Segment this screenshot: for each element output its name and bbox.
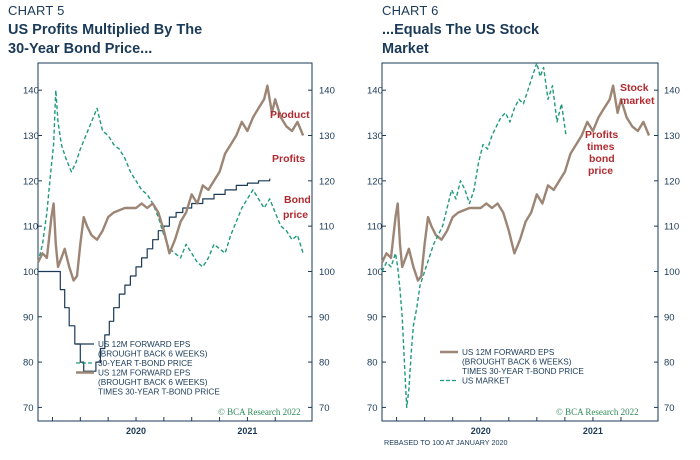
y-tick-label-left: 130	[23, 131, 39, 142]
y-tick-label-right: 120	[319, 176, 335, 187]
chart5-series	[36, 84, 305, 372]
y-tick-label-left: 120	[23, 176, 39, 187]
y-tick-label-right: 90	[319, 312, 330, 323]
legend-text-2: US 12M FORWARD EPS	[98, 369, 191, 378]
series-line-2	[36, 84, 305, 282]
legend-text-2: (BROUGHT BACK 6 WEEKS)	[98, 378, 208, 387]
annotation-stock: Stock	[620, 82, 649, 94]
chart6-copyright: © BCA Research 2022	[556, 407, 639, 417]
legend-text-0: US 12M FORWARD EPS	[462, 348, 555, 357]
y-tick-label-left: 70	[23, 403, 34, 414]
y-tick-label-left: 90	[23, 312, 34, 323]
chart5-plot: 70 70 80 80 90 90 100 100 110 110 120 120 130 130 140 1…	[23, 62, 335, 436]
chart5-label: CHART 5	[8, 3, 65, 18]
chart5-title-line1: US Profits Multiplied By The	[8, 22, 203, 38]
annotation-price: price	[283, 209, 308, 221]
chart6-footnote: REBASED TO 100 AT JANUARY 2020	[384, 438, 507, 447]
y-tick-label-right: 120	[664, 176, 680, 187]
y-tick-label-left: 90	[367, 312, 378, 323]
y-tick-label-left: 130	[367, 131, 383, 142]
x-tick-label: 2020	[126, 426, 146, 436]
y-tick-label-left: 100	[23, 267, 39, 278]
chart6-title-line2: Market	[382, 41, 429, 57]
series-line-0	[38, 178, 271, 372]
chart6-title: ...Equals The US Stock Market	[382, 21, 539, 59]
y-tick-label-right: 80	[319, 358, 330, 369]
y-tick-label-right: 140	[319, 86, 335, 97]
y-tick-label-left: 110	[367, 222, 382, 233]
legend-text-1: 30-YEAR T-BOND PRICE	[98, 359, 193, 368]
y-tick-label-left: 80	[23, 358, 34, 369]
y-tick-label-right: 130	[664, 131, 680, 142]
y-tick-label-right: 130	[319, 131, 335, 142]
annotation-product: Product	[270, 109, 310, 121]
y-tick-label-left: 70	[367, 403, 378, 414]
y-tick-label-right: 90	[664, 312, 675, 323]
legend-text-0: US 12M FORWARD EPS	[98, 340, 191, 349]
legend-text-1: US MARKET	[462, 377, 510, 386]
y-tick-label-right: 110	[664, 222, 679, 233]
y-tick-label-left: 120	[367, 176, 383, 187]
y-tick-label-left: 110	[23, 222, 38, 233]
y-tick-label-right: 80	[664, 358, 675, 369]
annotation-bond-2: bond	[589, 153, 615, 165]
annotation-market: market	[620, 95, 655, 107]
chart6-series	[380, 62, 651, 409]
x-tick-label: 2021	[237, 426, 257, 436]
series-line-0	[380, 84, 651, 282]
chart6-axis-ticks: 70 70 80 80 90 90 100 100 110 110 120 120 130 130 140 1…	[367, 86, 680, 436]
y-tick-label-left: 80	[367, 358, 378, 369]
chart5-title: US Profits Multiplied By The 30-Year Bon…	[8, 21, 202, 59]
legend-text-2: TIMES 30-YEAR T-BOND PRICE	[98, 388, 220, 397]
annotation-profits: Profits	[272, 153, 305, 165]
annotation-times: times	[587, 141, 615, 153]
annotation-price-2: price	[588, 165, 613, 177]
chart6-title-line1: ...Equals The US Stock	[382, 22, 540, 38]
chart6-annotations: Stock market Profits times bond price	[585, 82, 655, 177]
chart6-legend: US 12M FORWARD EPS(BROUGHT BACK 6 WEEKS)…	[440, 348, 584, 386]
chart5-axis-ticks: 70 70 80 80 90 90 100 100 110 110 120 120 130 130 140 1…	[23, 86, 335, 436]
chart6-plot: 70 70 80 80 90 90 100 100 110 110 120 120 130 130 140 1…	[367, 62, 680, 447]
y-tick-label-right: 70	[319, 403, 330, 414]
y-tick-label-left: 140	[23, 86, 39, 97]
x-tick-label: 2020	[471, 426, 491, 436]
annotation-bond: Bond	[284, 194, 311, 206]
y-tick-label-left: 100	[367, 267, 383, 278]
chart5-frame	[37, 62, 313, 422]
y-tick-label-right: 100	[664, 267, 680, 278]
chart5-annotations: Product Profits Bond price	[270, 109, 311, 221]
y-tick-label-right: 100	[319, 267, 335, 278]
legend-text-0: TIMES 30-YEAR T-BOND PRICE	[462, 367, 584, 376]
y-tick-label-right: 70	[664, 403, 675, 414]
legend-text-0: (BROUGHT BACK 6 WEEKS)	[462, 358, 572, 367]
chart5-legend: US 12M FORWARD EPS(BROUGHT BACK 6 WEEKS)…	[76, 340, 220, 397]
annotation-profits-times: Profits	[585, 129, 618, 141]
series-line-1	[37, 89, 304, 268]
chart6-frame	[381, 62, 659, 422]
chart5-copyright: © BCA Research 2022	[218, 407, 301, 417]
y-tick-label-right: 140	[664, 86, 680, 97]
x-tick-label: 2021	[583, 426, 603, 436]
y-tick-label-right: 110	[319, 222, 334, 233]
series-line-1	[381, 62, 567, 409]
chart6-label: CHART 6	[382, 3, 439, 18]
legend-text-0: (BROUGHT BACK 6 WEEKS)	[98, 350, 208, 359]
y-tick-label-left: 140	[367, 86, 383, 97]
chart5-title-line2: 30-Year Bond Price...	[8, 41, 153, 57]
